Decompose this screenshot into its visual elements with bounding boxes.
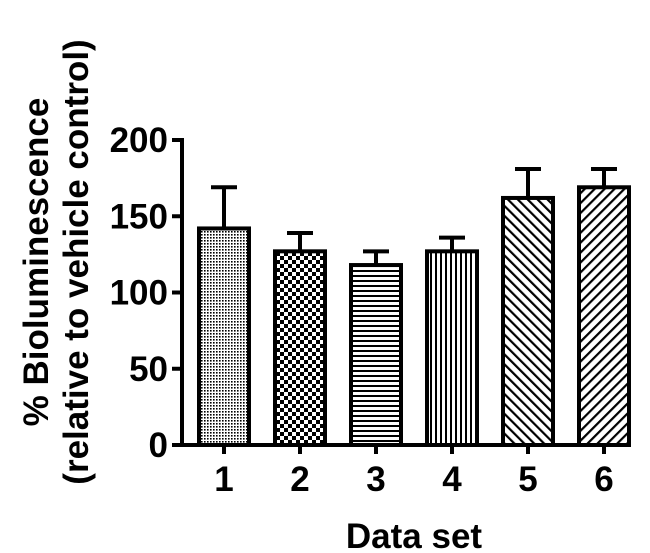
x-tick-label: 6 [594, 460, 613, 499]
x-tick-label: 4 [442, 460, 462, 499]
x-tick-label: 5 [518, 460, 537, 499]
y-tick-label: 0 [149, 426, 168, 465]
bar-1 [197, 226, 251, 447]
bar-6 [577, 185, 631, 447]
y-axis-title: % Bioluminescence (relative to vehicle c… [17, 39, 96, 484]
x-ticks: 1 2 3 4 5 6 [214, 445, 614, 499]
y-tick-label: 100 [110, 274, 168, 313]
bar-5 [501, 195, 555, 447]
bar-3 [349, 263, 403, 447]
bar-2 [273, 249, 327, 447]
error-bars [211, 166, 617, 266]
y-ticks: 0 50 100 150 200 [110, 121, 182, 465]
x-axis-title: Data set [346, 517, 483, 553]
y-axis-title-line2: (relative to vehicle control) [57, 39, 96, 484]
y-axis-title-line1: % Bioluminescence [17, 98, 56, 427]
y-tick-label: 150 [110, 197, 168, 236]
y-tick-label: 200 [110, 121, 168, 160]
x-tick-label: 1 [214, 460, 233, 499]
bars [197, 185, 631, 447]
bar-4 [425, 249, 479, 447]
x-tick-label: 3 [366, 460, 385, 499]
y-tick-label: 50 [129, 350, 168, 389]
x-tick-label: 2 [290, 460, 309, 499]
